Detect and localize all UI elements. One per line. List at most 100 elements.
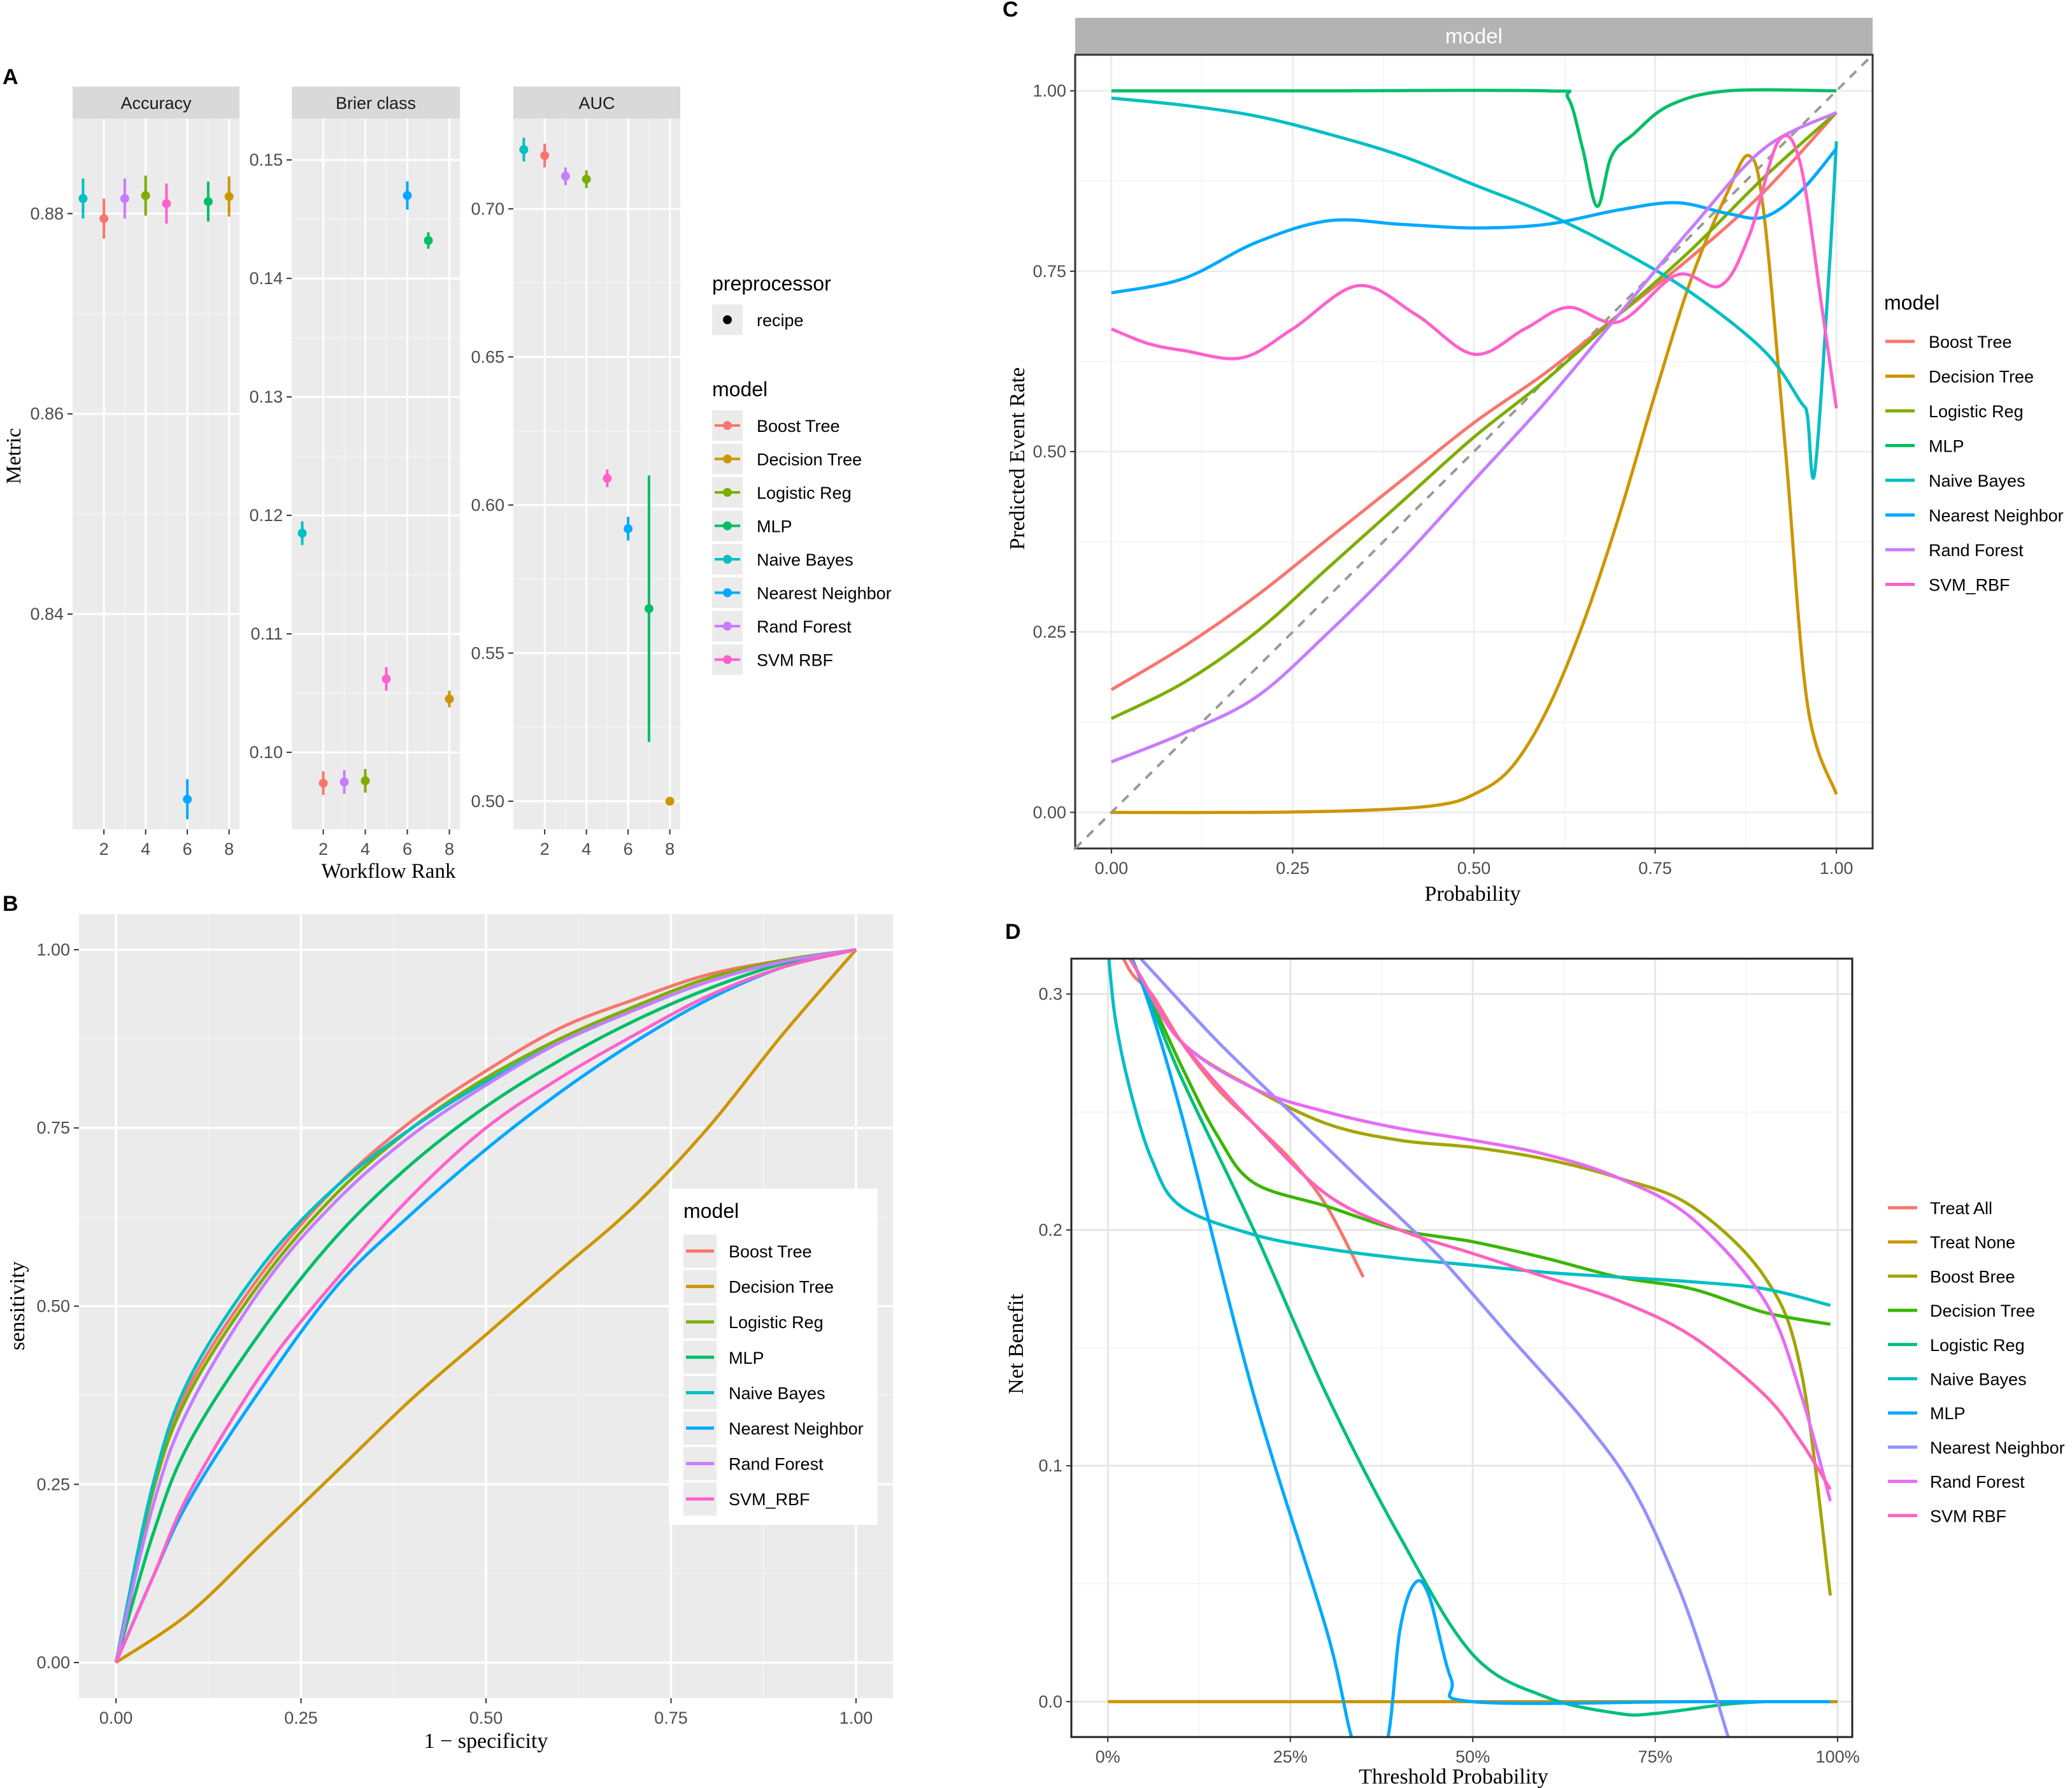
calibration-curve-rand-forest: [1110, 111, 1838, 764]
point-logistic-reg: [361, 776, 370, 785]
legend-item-rand-forest: Rand Forest: [1929, 541, 2024, 560]
point-nearest-neighbor: [624, 524, 633, 534]
panel-b: B 0.00 0.25 0.50 0.75 1.00 0.00 0.25 0.50 0.75 1.0…: [3, 892, 893, 1753]
legend-key-dot-naive-bayes: [723, 555, 732, 564]
y-tick-label: 0.10: [249, 743, 283, 762]
x-tick-label: 1.00: [840, 1708, 873, 1727]
x-tick-label: 0%: [1096, 1747, 1120, 1766]
roc-curve-decision-tree: [115, 948, 857, 1664]
facet-strip: [1075, 18, 1873, 55]
facet-strip: [73, 87, 239, 118]
legend-item-svm-rbf: SVM_RBF: [729, 1490, 810, 1509]
panel-label: D: [1005, 920, 1021, 944]
legend-item-svm-rbf: SVM RBF: [1930, 1506, 2006, 1526]
net-benefit-treat-all: [1122, 959, 1365, 1278]
facet-strip-label: Brier class: [336, 94, 416, 113]
legend-key-dot-rand-forest: [723, 622, 732, 631]
x-tick-label: 0.00: [99, 1708, 133, 1727]
y-tick-label: 0.84: [30, 604, 64, 624]
legend-item-recipe: recipe: [757, 311, 804, 330]
x-tick-label: 6: [183, 840, 192, 859]
point-logistic-reg: [582, 175, 591, 184]
y-tick-label: 0.25: [36, 1475, 70, 1494]
panel-label: A: [3, 65, 18, 89]
x-tick-label: 8: [224, 840, 234, 859]
plot-background: [513, 118, 680, 829]
x-tick-label: 0.75: [654, 1708, 688, 1727]
point-svm-rbf: [603, 473, 612, 483]
x-tick-label: 0.00: [1095, 859, 1129, 878]
legend-item-naive-bayes: Naive Bayes: [1930, 1370, 2027, 1389]
net-benefit-naive-bayes: [1107, 959, 1831, 1307]
legend-item-logistic-reg: Logistic Reg: [757, 483, 852, 503]
x-tick-label: 100%: [1816, 1747, 1860, 1766]
y-tick-label: 0.70: [471, 199, 504, 218]
legend-item-naive-bayes: Naive Bayes: [757, 550, 854, 569]
point-naive-bayes: [78, 194, 88, 203]
point-svm-rbf: [382, 674, 391, 683]
y-tick-label: 0.3: [1038, 985, 1062, 1004]
y-tick-label: 0.75: [1032, 262, 1066, 281]
legend-item-naive-bayes: Naive Bayes: [729, 1384, 825, 1403]
legend-item-nearest-neighbor: Nearest Neighbor: [1929, 506, 2064, 526]
legend-key-dot-svm-rbf: [723, 655, 732, 664]
x-tick-label: 8: [665, 840, 675, 859]
facet-accuracy: Accuracy 2 4 6 8 0.84 0.86 0.88: [30, 87, 239, 859]
y-tick-label: 1.00: [36, 940, 70, 959]
plot-background: [73, 118, 239, 829]
legend-item-nearest-neighbor: Nearest Neighbor: [1930, 1438, 2065, 1457]
y-tick-label: 0.14: [249, 269, 283, 288]
y-tick-label: 0.2: [1038, 1220, 1062, 1240]
calibration-curve-mlp: [1111, 88, 1837, 208]
panel-a: A Accuracy 2 4 6 8 0.84 0.86 0.88 Brier class 2 4 6 8…: [3, 65, 892, 883]
x-axis-title: Workflow Rank: [322, 860, 456, 883]
facet-strip: [292, 87, 460, 118]
x-tick-label: 0.50: [469, 1708, 503, 1727]
point-nearest-neighbor: [403, 190, 412, 200]
panel-label: C: [1003, 0, 1018, 22]
y-tick-label: 0.00: [36, 1653, 70, 1672]
y-tick-label: 0.60: [471, 496, 504, 515]
y-tick-label: 0.50: [471, 792, 504, 811]
legend-item-mlp: MLP: [1930, 1404, 1966, 1423]
facet-brier-class: Brier class 2 4 6 8 0.10 0.11 0.12 0.13 0.14 0.15: [249, 87, 460, 859]
legend-key-dot-decision-tree: [723, 454, 732, 464]
y-axis-title: Metric: [3, 428, 25, 484]
y-tick-label: 0.55: [471, 643, 504, 662]
y-tick-label: 0.50: [36, 1297, 70, 1316]
y-tick-label: 0.86: [30, 404, 64, 424]
point-boost-tree: [99, 214, 109, 224]
point-nearest-neighbor: [183, 794, 192, 804]
net-benefit-logistic-reg: [1129, 959, 1765, 1717]
point-mlp: [644, 604, 654, 613]
y-tick-label: 1.00: [1032, 82, 1066, 101]
legend-item-logistic-reg: Logistic Reg: [729, 1313, 824, 1332]
y-tick-label: 0.00: [1032, 803, 1066, 822]
y-tick-label: 0.1: [1038, 1456, 1062, 1475]
legend: Treat All Treat None Boost Bree Decision Tr…: [1888, 1199, 2065, 1526]
legend-item-decision-tree: Decision Tree: [1929, 368, 2034, 387]
y-tick-label: 0.12: [249, 506, 283, 525]
legend-title-model: model: [712, 378, 768, 401]
x-tick-label: 0.50: [1457, 859, 1491, 878]
legend-key-recipe: [723, 315, 732, 324]
calibration-curve-decision-tree: [1111, 154, 1838, 815]
calibration-curve-boost-tree: [1110, 111, 1838, 691]
y-tick-label: 0.50: [1032, 442, 1066, 461]
roc-curve-rand-forest: [114, 948, 857, 1663]
y-tick-label: 0.88: [30, 204, 64, 223]
legend-item-treat-none: Treat None: [1930, 1233, 2015, 1252]
legend-item-decision-tree: Decision Tree: [757, 450, 862, 469]
legend-title: model: [1884, 291, 1940, 314]
y-axis-title: sensitivity: [6, 1261, 29, 1350]
legend-item-boost-tree: Boost Tree: [1929, 333, 2012, 352]
point-logistic-reg: [141, 191, 150, 201]
y-tick-label: 0.11: [250, 624, 283, 643]
calibration-curve-logistic-reg: [1110, 111, 1838, 720]
facet-strip-label: AUC: [578, 94, 615, 113]
legend-title: model: [683, 1199, 739, 1222]
point-boost-tree: [318, 778, 328, 788]
legend-item-mlp: MLP: [729, 1348, 764, 1368]
